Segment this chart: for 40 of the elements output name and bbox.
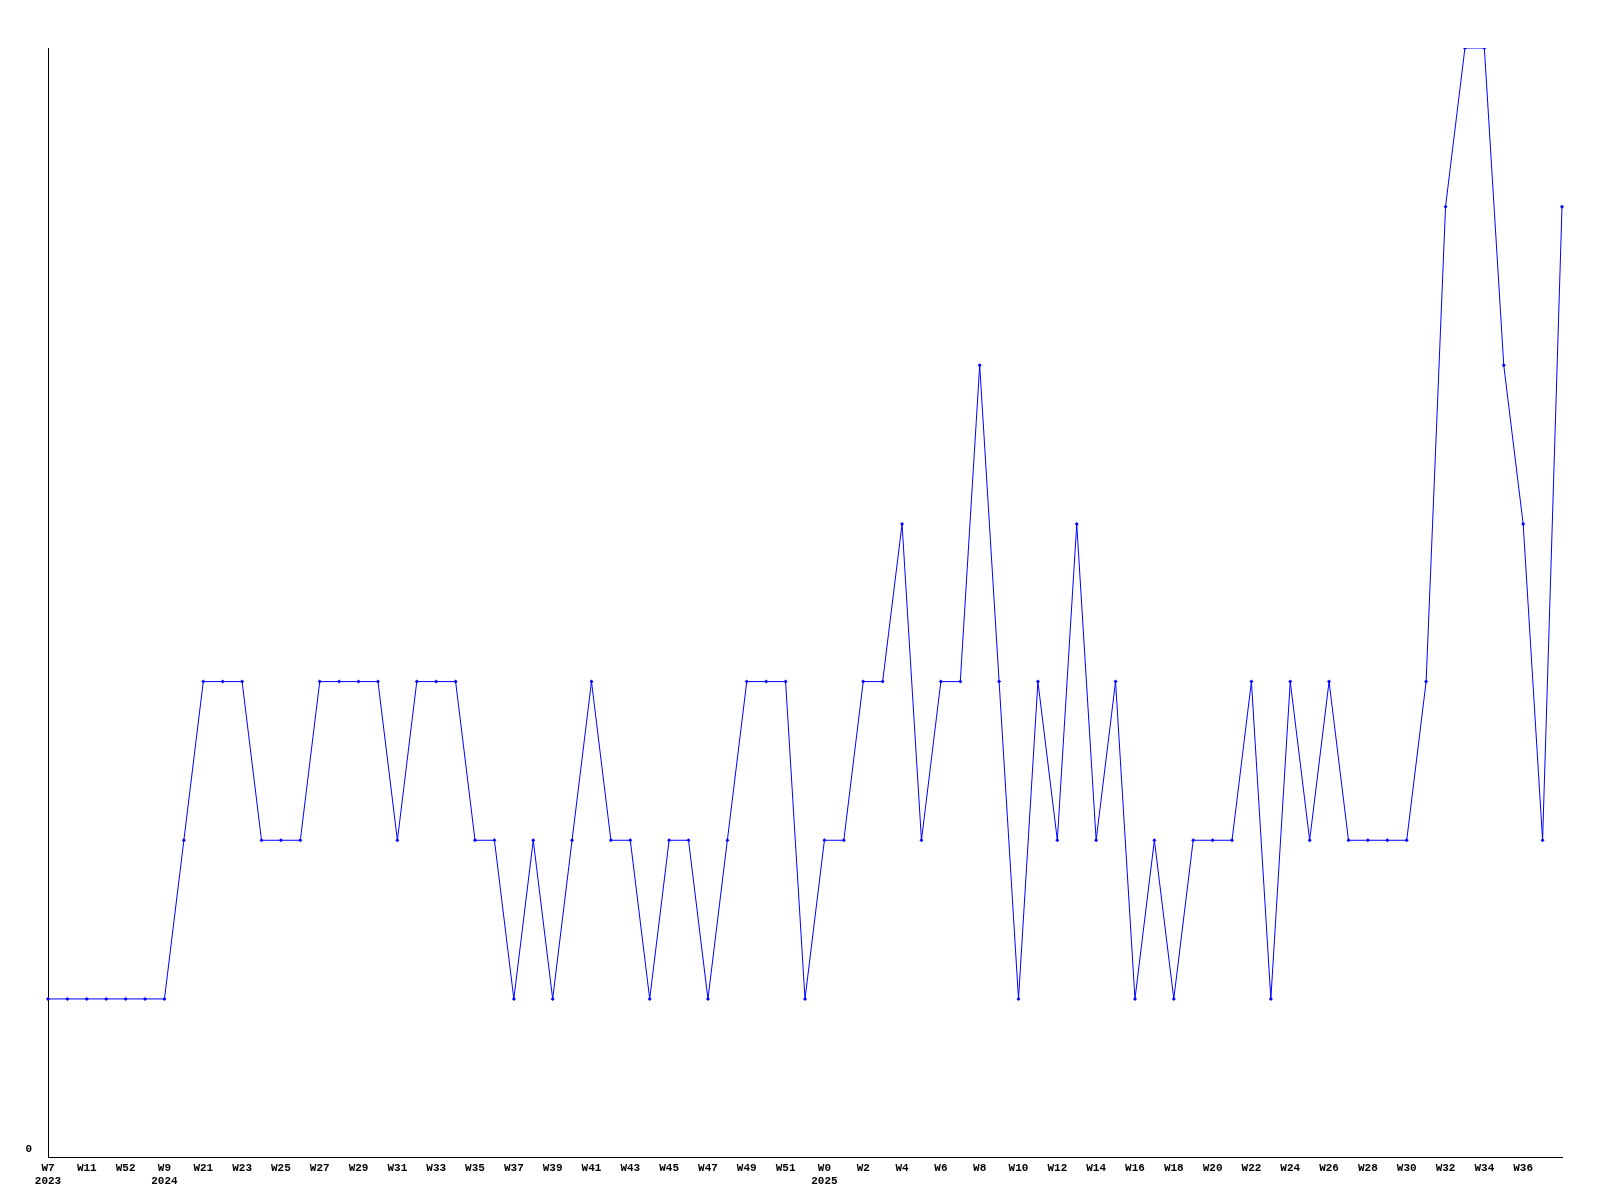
x-tick-label: W26 <box>1319 1161 1339 1174</box>
x-tick-label: W47 <box>698 1161 718 1174</box>
x-tick-label: W45 <box>659 1161 680 1174</box>
x-tick-label: W25 <box>271 1161 292 1174</box>
x-tick-label: W7 2023 <box>34 1161 62 1188</box>
x-tick-label: W20 <box>1202 1161 1223 1174</box>
x-tick-label: W11 <box>76 1161 98 1174</box>
x-tick-label: W28 <box>1357 1161 1379 1174</box>
x-tick-label: W36 <box>1513 1161 1534 1174</box>
x-tick-label: W51 <box>775 1161 796 1174</box>
x-tick-label: W18 <box>1163 1161 1185 1174</box>
x-tick-label: W23 <box>232 1161 253 1174</box>
x-tick-label: W24 <box>1280 1161 1301 1174</box>
x-tick-label: W9 2024 <box>151 1161 179 1188</box>
x-tick-label: W49 <box>736 1161 757 1174</box>
x-tick-label: W14 <box>1086 1161 1107 1174</box>
x-tick-label: W12 <box>1047 1161 1068 1174</box>
x-tick-label: W0 2025 <box>811 1161 839 1188</box>
x-tick-label: W21 <box>193 1161 214 1174</box>
x-tick-label: W2 <box>856 1161 870 1174</box>
x-tick-label: W27 <box>309 1161 330 1174</box>
x-tick-label: W4 <box>895 1161 910 1174</box>
x-tick-label: W22 <box>1241 1161 1262 1174</box>
x-tick-label: W34 <box>1474 1161 1495 1174</box>
x-tick-label: W39 <box>542 1161 563 1174</box>
x-tick-label: W6 <box>934 1161 948 1174</box>
x-tick-label: W32 <box>1435 1161 1456 1174</box>
x-tick-label: W37 <box>503 1161 524 1174</box>
x-tick-label: W16 <box>1125 1161 1145 1174</box>
x-tick-label: W29 <box>348 1161 369 1174</box>
x-tick-label: W35 <box>465 1161 486 1174</box>
x-tick-label: W8 <box>973 1161 987 1174</box>
text: 0 <box>25 1143 32 1156</box>
x-tick-label: W52 <box>115 1161 136 1174</box>
x-tick-label: W30 <box>1396 1161 1417 1174</box>
x-tick-label: W31 <box>387 1161 408 1174</box>
x-tick-label: W43 <box>620 1161 641 1174</box>
x-tick-label: W33 <box>426 1161 447 1174</box>
x-tick-label: W10 <box>1008 1161 1029 1174</box>
x-tick-label: W41 <box>581 1161 602 1174</box>
